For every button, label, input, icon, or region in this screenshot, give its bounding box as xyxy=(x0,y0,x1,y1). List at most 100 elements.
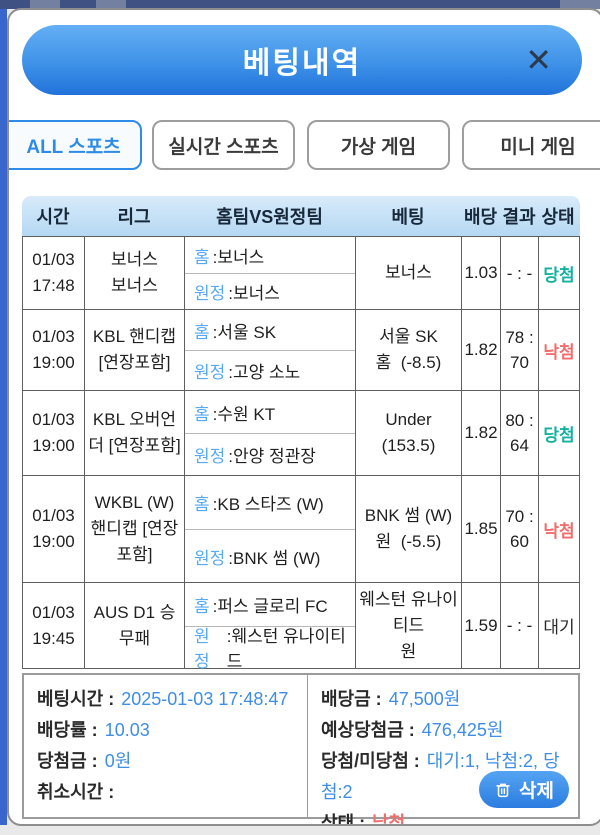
result-cell: 78 : 70 xyxy=(501,310,539,390)
close-icon[interactable]: ✕ xyxy=(525,42,552,78)
home-label: 홈 xyxy=(194,495,210,514)
away-team: 원정 :고양 소노 xyxy=(185,350,355,390)
status-cell: 낙첨 xyxy=(543,342,575,362)
page-title: 베팅내역 xyxy=(242,47,362,80)
status-cell: 대기 xyxy=(543,618,575,637)
table-body: 01/03 17:48 보너스 보너스 홈 :보너스 원정 :보너스 보너스 1… xyxy=(22,236,580,671)
match-time: 19:00 xyxy=(32,436,75,455)
status-cell: 당첨 xyxy=(543,265,575,285)
match-date: 01/03 xyxy=(32,602,75,622)
bet-cell: 보너스 xyxy=(356,237,462,309)
background-artifact xyxy=(30,0,60,9)
result-cell: 70 : 60 xyxy=(501,476,539,582)
match-time: 19:00 xyxy=(32,353,75,372)
summary-item-winnings: 당첨금 :0원 xyxy=(37,751,132,771)
summary-item-win-lose-count: 당첨/미당첨 : 대기:1, 낙첨:2, 당첨:2 xyxy=(321,751,560,802)
home-team: 홈 :보너스 xyxy=(185,237,355,273)
result-cell: - : - xyxy=(501,237,539,309)
summary-right-column: 배당금 :47,500원 예상당첨금 :476,425원 당첨/미당첨 : 대기:… xyxy=(307,675,578,824)
tab-all-sports[interactable]: ALL 스포츠 xyxy=(9,120,142,170)
match-cell: 홈 :KB 스타즈 (W) 원정 :BNK 썸 (W) xyxy=(185,476,356,582)
table-row: 01/03 17:48 보너스 보너스 홈 :보너스 원정 :보너스 보너스 1… xyxy=(23,237,579,310)
match-cell: 홈 :보너스 원정 :보너스 xyxy=(185,237,356,309)
col-league: 리그 xyxy=(117,207,151,227)
time-cell: 01/03 17:48 xyxy=(23,237,85,309)
match-date: 01/03 xyxy=(32,410,75,429)
result-cell: - : - xyxy=(501,583,539,668)
delete-button-label: 삭제 xyxy=(519,781,554,802)
summary-item-expected-winnings: 예상당첨금 :476,425원 xyxy=(321,720,504,740)
away-team-name: :웨스턴 유나이티드 xyxy=(226,627,346,672)
time-cell: 01/03 19:00 xyxy=(23,476,85,582)
away-team: 원정 :안양 정관장 xyxy=(185,433,355,475)
summary-item-odds-rate: 배당률 :10.03 xyxy=(37,720,150,740)
page-top-strip xyxy=(0,0,600,9)
home-label: 홈 xyxy=(194,322,210,342)
home-label: 홈 xyxy=(194,247,210,267)
match-date: 01/03 xyxy=(32,250,75,269)
status-cell: 낙첨 xyxy=(543,521,575,541)
col-status: 상태 xyxy=(541,207,575,227)
odds-cell: 1.85 xyxy=(462,476,501,582)
away-team-name: :고양 소노 xyxy=(228,363,301,382)
col-odds: 배당 xyxy=(463,207,498,227)
match-cell: 홈 :퍼스 글로리 FC 원정 :웨스턴 유나이티드 xyxy=(185,583,356,671)
home-team: 홈 :KB 스타즈 (W) xyxy=(185,476,355,529)
bet-cell: 웨스턴 유나이티드 원 xyxy=(356,583,462,668)
background-artifact xyxy=(96,0,126,9)
time-cell: 01/03 19:00 xyxy=(23,310,85,390)
league-cell: WKBL (W) 핸디캡 [연장포함] xyxy=(85,476,185,582)
modal-header: 베팅내역 ✕ xyxy=(22,25,582,95)
away-team-name: :보너스 xyxy=(228,284,280,303)
league-cell: AUS D1 승무패 xyxy=(85,583,185,668)
away-label: 원정 xyxy=(194,284,226,303)
league-cell: 보너스 보너스 xyxy=(85,237,185,309)
odds-cell: 1.82 xyxy=(462,391,501,475)
tab-mini-games[interactable]: 미니 게임 xyxy=(462,120,600,170)
match-cell: 홈 :서울 SK 원정 :고양 소노 xyxy=(185,310,356,390)
table-row: 01/03 19:00 WKBL (W) 핸디캡 [연장포함] 홈 :KB 스타… xyxy=(23,476,579,583)
home-team-name: :서울 SK xyxy=(212,322,277,342)
home-label: 홈 xyxy=(194,404,210,424)
status-cell: 당첨 xyxy=(543,425,575,445)
away-team-name: :안양 정관장 xyxy=(228,447,316,466)
home-team: 홈 :서울 SK xyxy=(185,310,355,350)
tab-virtual-games[interactable]: 가상 게임 xyxy=(307,120,450,170)
away-team: 원정 :웨스턴 유나이티드 xyxy=(185,625,355,671)
away-label: 원정 xyxy=(194,627,210,672)
table-header-row: 시간 리그 홈팀VS원정팀 베팅 배당 결과 상태 xyxy=(22,196,580,236)
col-result: 결과 xyxy=(502,207,536,227)
match-time: 19:45 xyxy=(32,628,75,648)
delete-button[interactable]: 삭제 xyxy=(479,771,569,808)
tab-live-sports[interactable]: 실시간 스포츠 xyxy=(152,120,295,170)
bet-cell: Under (153.5) xyxy=(356,391,462,475)
col-match: 홈팀VS원정팀 xyxy=(216,207,323,227)
bet-cell: BNK 썸 (W) 원 (-5.5) xyxy=(356,476,462,582)
bet-summary-panel: 베팅시간 :2025-01-03 17:48:47 배당률 :10.03 당첨금… xyxy=(22,673,580,824)
away-team: 원정 :보너스 xyxy=(185,273,355,309)
category-tabs: ALL 스포츠 실시간 스포츠 가상 게임 미니 게임 xyxy=(9,120,600,170)
match-cell: 홈 :수원 KT 원정 :안양 정관장 xyxy=(185,391,356,475)
odds-cell: 1.03 xyxy=(462,237,501,309)
away-label: 원정 xyxy=(194,363,226,382)
time-cell: 01/03 19:45 xyxy=(23,583,85,668)
trash-icon xyxy=(494,781,512,799)
home-team-name: :퍼스 글로리 FC xyxy=(212,596,328,616)
match-date: 01/03 xyxy=(32,506,75,525)
match-date: 01/03 xyxy=(32,327,75,346)
summary-item-bet-amount: 배당금 :47,500원 xyxy=(321,689,461,709)
summary-item-cancel-time: 취소시간 : xyxy=(37,782,115,802)
match-time: 19:00 xyxy=(32,532,75,551)
odds-cell: 1.59 xyxy=(462,583,501,668)
col-time: 시간 xyxy=(36,207,70,227)
betting-table: 시간 리그 홈팀VS원정팀 베팅 배당 결과 상태 01/03 17:48 보너… xyxy=(22,196,580,671)
away-label: 원정 xyxy=(194,447,226,466)
league-cell: KBL 오버언더 [연장포함] xyxy=(85,391,185,475)
bet-cell: 서울 SK 홈 (-8.5) xyxy=(356,310,462,390)
away-team: 원정 :BNK 썸 (W) xyxy=(185,529,355,582)
col-bet: 베팅 xyxy=(391,207,425,227)
league-cell: KBL 핸디캡 [연장포함] xyxy=(85,310,185,390)
away-label: 원정 xyxy=(194,548,226,568)
summary-item-status: 상태 : 낙첨 xyxy=(321,813,406,826)
table-row: 01/03 19:45 AUS D1 승무패 홈 :퍼스 글로리 FC 원정 :… xyxy=(23,583,579,671)
